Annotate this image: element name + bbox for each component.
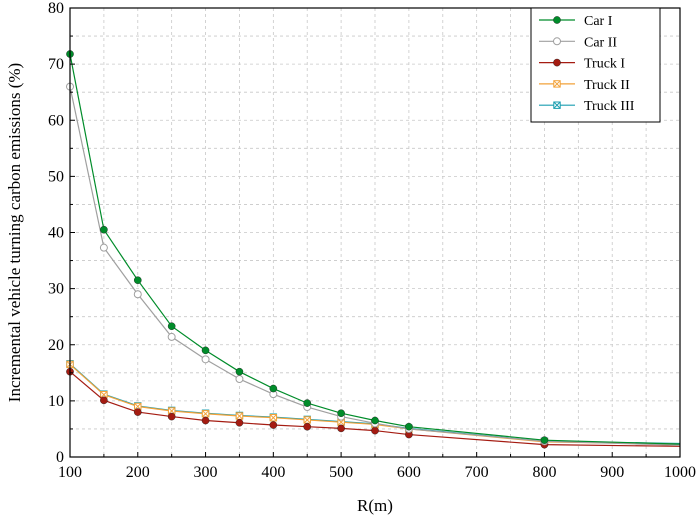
data-point	[167, 332, 176, 341]
x-axis-label: R(m)	[357, 496, 393, 515]
series-layer	[66, 50, 681, 449]
data-point	[235, 367, 244, 376]
x-tick-label: 100	[58, 464, 82, 481]
data-point	[405, 422, 413, 431]
legend-item: Truck I	[539, 57, 625, 72]
data-point	[303, 399, 312, 407]
y-tick-label: 30	[48, 281, 64, 298]
y-tick-label: 0	[56, 449, 64, 466]
legend-box	[530, 7, 661, 123]
legend-marker	[553, 37, 561, 46]
data-point	[269, 414, 278, 422]
data-point	[303, 416, 311, 424]
legend-label: Car II	[584, 35, 617, 50]
data-point	[540, 436, 549, 444]
data-point	[133, 408, 142, 416]
data-point	[167, 322, 176, 331]
legend-marker	[553, 58, 561, 67]
legend-item: Truck III	[539, 99, 635, 114]
y-axis-label: Incremental vehicle turning carbon emiss…	[5, 63, 24, 402]
legend-label: Car I	[584, 14, 613, 29]
data-point	[133, 276, 142, 285]
data-point	[133, 290, 142, 299]
x-tick-label: 400	[261, 464, 285, 481]
y-tick-label: 20	[48, 337, 64, 354]
data-point	[201, 410, 210, 418]
data-point	[201, 346, 210, 355]
data-point	[235, 374, 244, 383]
x-tick-label: 900	[600, 464, 624, 481]
x-tick-label: 300	[194, 464, 218, 481]
data-point	[303, 422, 312, 431]
x-tick-label: 500	[329, 464, 353, 481]
data-point	[235, 418, 244, 427]
data-point	[201, 416, 210, 425]
series-car-ii	[66, 82, 681, 446]
data-point	[99, 243, 108, 252]
x-tick-label: 600	[397, 464, 421, 481]
axis-ticks: 100 200 300 400 500 600 700 800 900 1000 0 10 20 30 40…	[48, 0, 696, 481]
data-point	[269, 384, 278, 393]
legend-marker	[553, 80, 561, 88]
data-point	[201, 355, 210, 364]
data-point	[100, 225, 108, 234]
data-point	[371, 416, 379, 425]
legend: Car I Car II Truck I Truck II Truck III	[530, 7, 661, 123]
legend-item: Truck II	[539, 78, 630, 93]
y-tick-label: 50	[48, 168, 64, 185]
y-tick-label: 40	[48, 225, 64, 242]
y-tick-label: 60	[48, 112, 64, 129]
y-tick-label: 10	[48, 393, 64, 410]
data-point	[269, 421, 278, 429]
legend-label: Truck I	[584, 57, 625, 72]
grid-lines	[70, 8, 680, 457]
data-point	[337, 424, 345, 433]
legend-marker	[553, 101, 561, 109]
x-tick-label: 800	[532, 464, 556, 481]
legend-label: Truck III	[584, 99, 635, 114]
data-point	[100, 396, 108, 405]
legend-marker	[553, 16, 561, 24]
legend-item: Car I	[539, 14, 613, 29]
data-point	[371, 426, 379, 435]
data-point	[337, 409, 345, 418]
x-tick-label: 700	[465, 464, 489, 481]
legend-label: Truck II	[584, 78, 630, 93]
x-tick-label: 1000	[664, 464, 696, 481]
data-point	[235, 412, 244, 420]
y-tick-label: 70	[48, 56, 64, 73]
legend-item: Car II	[539, 35, 617, 50]
y-tick-label: 80	[48, 0, 64, 17]
x-tick-label: 200	[126, 464, 150, 481]
data-point	[167, 412, 176, 421]
series-truck-i	[66, 367, 681, 449]
